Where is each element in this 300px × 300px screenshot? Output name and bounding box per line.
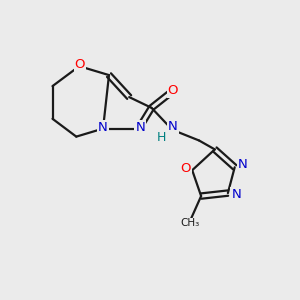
Text: N: N	[231, 188, 241, 201]
Text: O: O	[75, 58, 85, 71]
Text: N: N	[168, 120, 178, 133]
Text: H: H	[157, 131, 167, 144]
Text: O: O	[168, 84, 178, 97]
Text: N: N	[238, 158, 248, 171]
Text: N: N	[135, 121, 145, 134]
Text: CH₃: CH₃	[181, 218, 200, 228]
Text: O: O	[180, 162, 191, 175]
Text: N: N	[98, 121, 108, 134]
